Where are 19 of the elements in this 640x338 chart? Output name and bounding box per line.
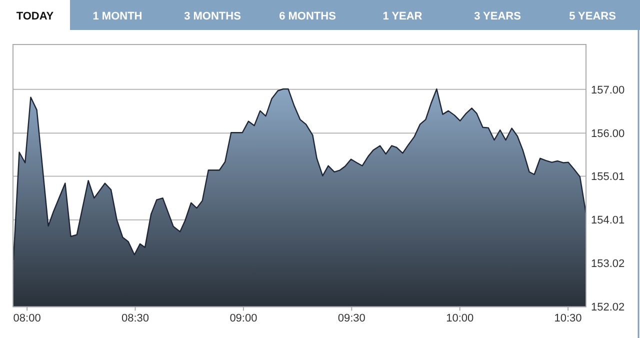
text: 1 YEAR — [382, 10, 422, 22]
y-tick-label: 157.00 — [591, 84, 625, 96]
x-tick-label: 10:00 — [446, 312, 474, 325]
text: 3 MONTHS — [184, 10, 241, 22]
x-tick-label: 08:00 — [13, 312, 41, 325]
text: 5 YEARS — [569, 10, 616, 22]
x-tick-label: 09:00 — [230, 312, 258, 325]
x-tick-label: 09:30 — [338, 312, 366, 325]
text: 1 MONTH — [92, 10, 142, 22]
x-tick-label: 08:30 — [121, 312, 150, 325]
y-tick-label: 155.01 — [591, 171, 625, 184]
x-tick-label: 10:30 — [554, 312, 582, 325]
text: 6 MONTHS — [279, 10, 336, 22]
text: 3 YEARS — [474, 10, 521, 22]
y-tick-label: 156.00 — [591, 128, 625, 140]
text: TODAY — [16, 10, 54, 22]
y-tick-label: 152.02 — [591, 302, 625, 314]
y-tick-label: 154.01 — [591, 214, 625, 227]
y-tick-label: 153.02 — [591, 258, 625, 270]
